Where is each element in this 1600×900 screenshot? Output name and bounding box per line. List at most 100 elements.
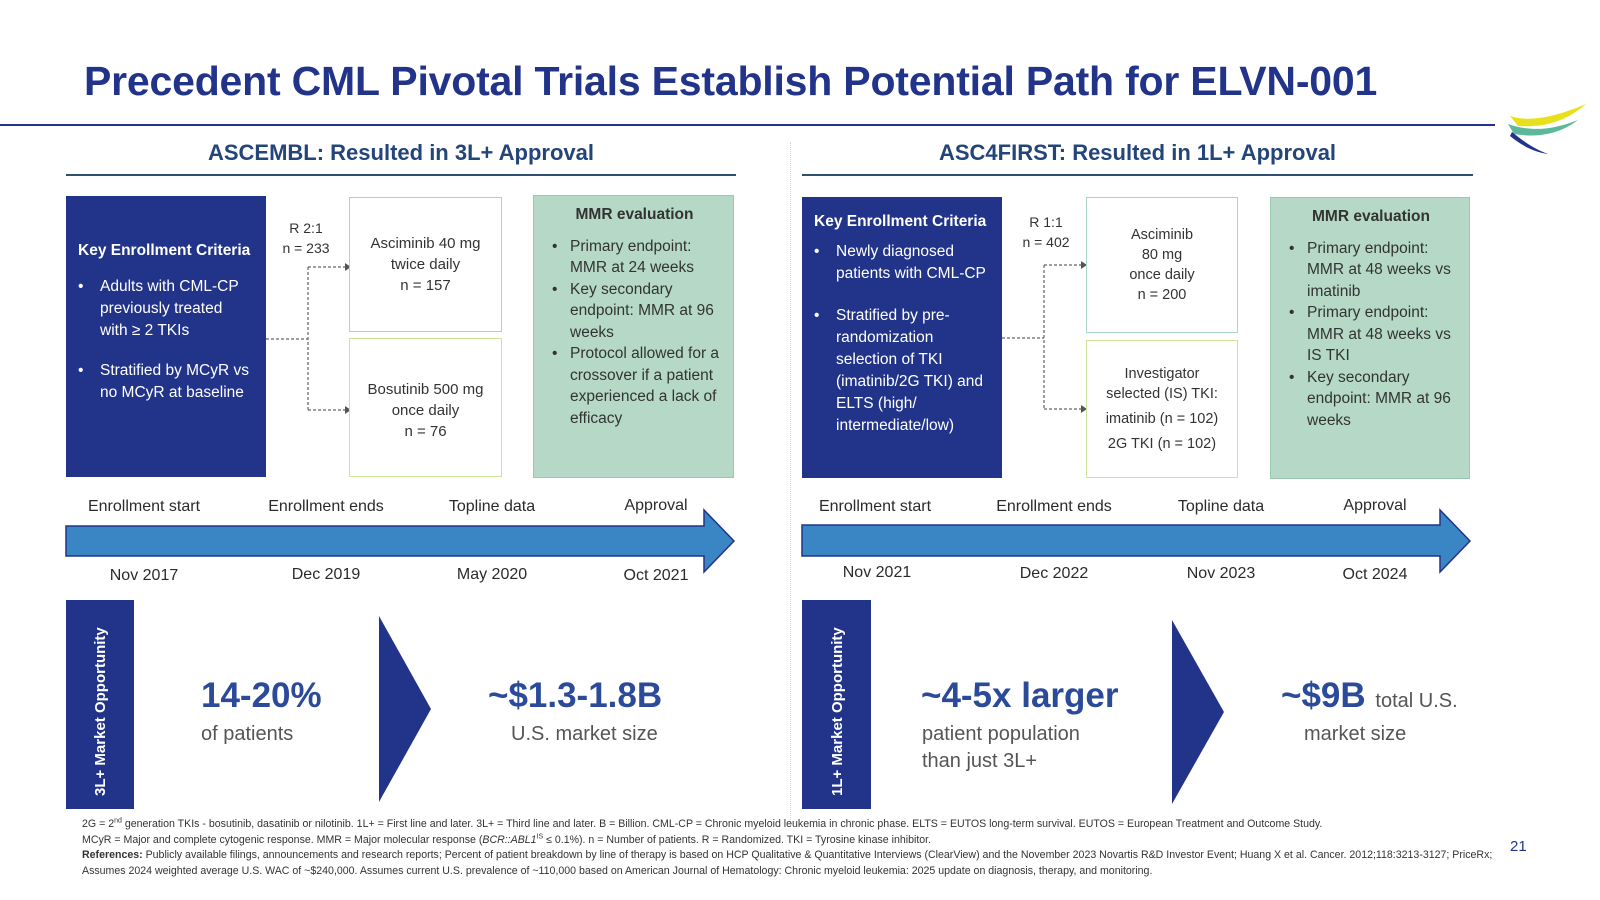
arm-line: once daily <box>391 402 460 419</box>
asc4first-randomization-connector <box>1002 261 1087 413</box>
references-text: Publicly available filings, announcement… <box>82 849 1493 877</box>
timeline-date: Oct 2024 <box>1342 566 1408 583</box>
randomization-n: n = 402 <box>1022 234 1070 250</box>
timeline-date: Nov 2021 <box>842 564 912 581</box>
asc4first-criteria-box: Key Enrollment Criteria Newly diagnosed … <box>802 197 1002 478</box>
mmr-list: Primary endpoint: MMR at 24 weeks Key se… <box>548 236 721 430</box>
ascembl-criteria-box: Key Enrollment Criteria Adults with CML-… <box>66 196 266 477</box>
title-divider <box>0 124 1495 126</box>
page-title: Precedent CML Pivotal Trials Establish P… <box>84 58 1378 104</box>
randomization-ratio: R 1:1 <box>1029 214 1063 230</box>
criteria-item: Stratified by pre-randomization selectio… <box>814 305 990 437</box>
section-divider <box>790 142 791 822</box>
asc4first-randomization: R 1:1 n = 402 <box>1016 212 1076 252</box>
company-logo-icon <box>1508 104 1586 154</box>
3l-opportunity-label: 3L+ Market Opportunity <box>92 627 109 796</box>
footnote-superscript: nd <box>114 817 122 825</box>
footnote-superscript: IS <box>536 833 544 841</box>
timeline-label: Approval <box>624 497 688 514</box>
ascembl-timeline-arrow <box>65 508 736 574</box>
page-number: 21 <box>1510 838 1527 855</box>
1l-market-size-inline: total U.S. <box>1375 690 1458 712</box>
criteria-heading: Key Enrollment Criteria <box>78 242 251 259</box>
timeline-label: Enrollment start <box>87 498 201 515</box>
criteria-item: Newly diagnosed patients with CML-CP <box>814 241 990 285</box>
ascembl-arm-bosutinib: Bosutinib 500 mg once daily n = 76 <box>349 338 502 477</box>
criteria-item: Adults with CML-CP previously treated wi… <box>78 276 254 342</box>
timeline-label: Enrollment ends <box>268 498 384 515</box>
3l-market-size-caption: U.S. market size <box>511 723 658 745</box>
timeline-label: Topline data <box>448 498 536 515</box>
1l-market-size-caption: market size <box>1304 723 1407 745</box>
arm-line: n = 200 <box>1137 287 1187 303</box>
arm-line: n = 157 <box>400 277 451 294</box>
mmr-heading: MMR evaluation <box>1312 208 1430 225</box>
caption-line: patient population <box>922 723 1080 745</box>
timeline-date: Oct 2021 <box>623 567 689 584</box>
asc4first-arm-investigator: Investigator selected (IS) TKI: imatinib… <box>1086 340 1238 478</box>
mmr-item: Primary endpoint: MMR at 48 weeks vs ima… <box>1285 238 1457 303</box>
1l-population-multiple: ~4-5x larger <box>921 676 1119 715</box>
1l-population-caption: patient population than just 3L+ <box>922 721 1080 775</box>
mmr-item: Key secondary endpoint: MMR at 96 weeks <box>548 279 721 344</box>
asc4first-timeline-arrow <box>801 508 1472 574</box>
timeline-date: Dec 2022 <box>1019 565 1089 582</box>
footnote-line: MCyR = Major and complete cytogenic resp… <box>82 833 1502 849</box>
arm-line: Investigator <box>1124 366 1200 382</box>
arm-line: n = 76 <box>404 423 447 440</box>
arm-line: 80 mg <box>1141 247 1183 263</box>
mmr-item: Primary endpoint: MMR at 24 weeks <box>548 236 721 279</box>
3l-patient-share: 14-20% <box>201 676 322 715</box>
criteria-item: Stratified by MCyR vs no MCyR at baselin… <box>78 360 254 404</box>
footnote-line: 2G = 2nd generation TKIs - bosutinib, da… <box>82 817 1502 833</box>
1l-opportunity-label: 1L+ Market Opportunity <box>829 627 846 796</box>
mmr-list: Primary endpoint: MMR at 48 weeks vs ima… <box>1285 238 1457 432</box>
criteria-list: Newly diagnosed patients with CML-CP Str… <box>814 241 990 437</box>
timeline-date: May 2020 <box>456 566 528 583</box>
1l-market-size: ~$9B total U.S. <box>1281 676 1458 716</box>
ascembl-randomization: R 2:1 n = 233 <box>276 218 336 258</box>
footnote-text: MCyR = Major and complete cytogenic resp… <box>82 833 483 846</box>
footnote-italic: BCR::ABL1 <box>482 833 537 846</box>
footnote-text: generation TKIs - bosutinib, dasatinib o… <box>121 818 1323 830</box>
3l-market-size: ~$1.3-1.8B <box>488 676 663 715</box>
3l-chevron-icon <box>379 616 431 802</box>
randomization-n: n = 233 <box>282 240 330 256</box>
3l-opportunity-bar <box>66 600 134 809</box>
timeline-date: Nov 2017 <box>109 567 179 584</box>
arm-line: once daily <box>1129 267 1195 283</box>
arm-line: Asciminib 40 mg <box>370 235 481 252</box>
mmr-item: Primary endpoint: MMR at 48 weeks vs IS … <box>1285 302 1457 367</box>
footnote-text: ≤ 0.1%). n = Number of patients. R = Ran… <box>543 833 932 846</box>
asc4first-mmr-box: MMR evaluation Primary endpoint: MMR at … <box>1270 197 1470 479</box>
timeline-label: Enrollment start <box>818 498 932 515</box>
ascembl-mmr-box: MMR evaluation Primary endpoint: MMR at … <box>533 195 734 478</box>
arm-line: Bosutinib 500 mg <box>367 381 484 398</box>
timeline-label: Enrollment ends <box>996 498 1112 515</box>
mmr-heading: MMR evaluation <box>575 206 694 223</box>
ascembl-heading-rule <box>66 174 736 176</box>
timeline-label: Approval <box>1343 497 1407 514</box>
arm-line: imatinib (n = 102) <box>1105 411 1219 427</box>
footnote-references: References: Publicly available filings, … <box>82 848 1502 879</box>
3l-patient-share-caption: of patients <box>201 723 294 745</box>
criteria-heading: Key Enrollment Criteria <box>814 213 987 230</box>
timeline-date: Dec 2019 <box>291 566 361 583</box>
arm-line: selected (IS) TKI: <box>1106 386 1218 402</box>
asc4first-heading: ASC4FIRST: Resulted in 1L+ Approval <box>938 140 1337 165</box>
arm-line: Asciminib <box>1130 227 1194 243</box>
asc4first-heading-rule <box>802 174 1473 176</box>
timeline-date: Nov 2023 <box>1186 565 1256 582</box>
ascembl-heading: ASCEMBL: Resulted in 3L+ Approval <box>207 140 595 165</box>
footnote-text: 2G = 2 <box>82 818 115 830</box>
arm-line: 2G TKI (n = 102) <box>1107 436 1217 452</box>
criteria-list: Adults with CML-CP previously treated wi… <box>78 276 254 404</box>
timeline-label: Topline data <box>1177 498 1265 515</box>
asc4first-arm-asciminib: Asciminib 80 mg once daily n = 200 <box>1086 197 1238 333</box>
mmr-item: Key secondary endpoint: MMR at 96 weeks <box>1285 367 1457 432</box>
mmr-item: Protocol allowed for a crossover if a pa… <box>548 343 721 429</box>
caption-line: than just 3L+ <box>922 750 1038 772</box>
references-label: References: <box>82 849 143 862</box>
footnotes: 2G = 2nd generation TKIs - bosutinib, da… <box>82 817 1502 879</box>
1l-market-size-value: ~$9B <box>1281 676 1366 715</box>
